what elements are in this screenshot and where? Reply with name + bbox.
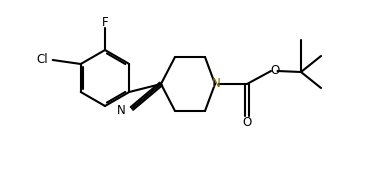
Text: O: O (270, 64, 280, 76)
Text: N: N (211, 78, 220, 90)
Text: Cl: Cl (36, 54, 48, 66)
Text: O: O (242, 116, 252, 130)
Text: F: F (102, 16, 108, 30)
Text: N: N (117, 104, 126, 117)
